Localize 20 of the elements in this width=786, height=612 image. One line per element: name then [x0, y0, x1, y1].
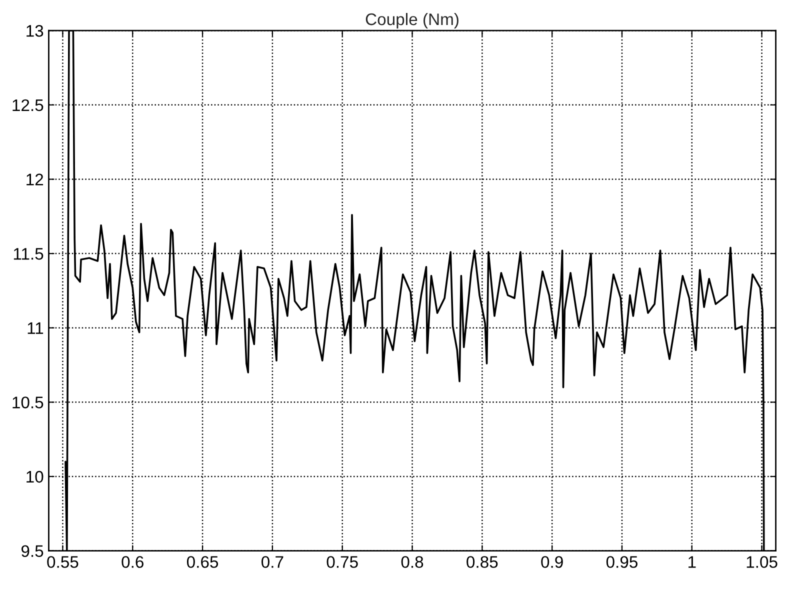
- y-tick-label: 9.5: [21, 545, 44, 558]
- y-tick-label: 12.5: [12, 99, 44, 112]
- x-tick-label: 0.8: [401, 556, 424, 568]
- x-tick-label: 1: [688, 556, 696, 568]
- y-tick-label: 10: [26, 470, 44, 483]
- x-tick-label: 0.85: [466, 556, 498, 568]
- y-tick-label: 11.5: [14, 248, 44, 260]
- x-tick-label: 0.6: [122, 556, 144, 568]
- x-tick-label: 0.7: [262, 556, 284, 568]
- y-tick-label: 11: [28, 322, 44, 334]
- x-tick-label: 0.65: [186, 556, 218, 568]
- x-tick-label: 1.05: [746, 556, 778, 568]
- x-tick-label: 0.95: [606, 556, 638, 568]
- y-tick-label: 10.5: [12, 396, 44, 408]
- x-tick-label: 0.75: [326, 556, 358, 568]
- x-tick-label: 0.9: [541, 556, 563, 568]
- y-tick-label: 13: [26, 25, 44, 37]
- y-tick-label: 12: [26, 174, 44, 186]
- x-tick-label: 0.55: [47, 556, 78, 568]
- chart-title: Couple (Nm): [366, 12, 458, 29]
